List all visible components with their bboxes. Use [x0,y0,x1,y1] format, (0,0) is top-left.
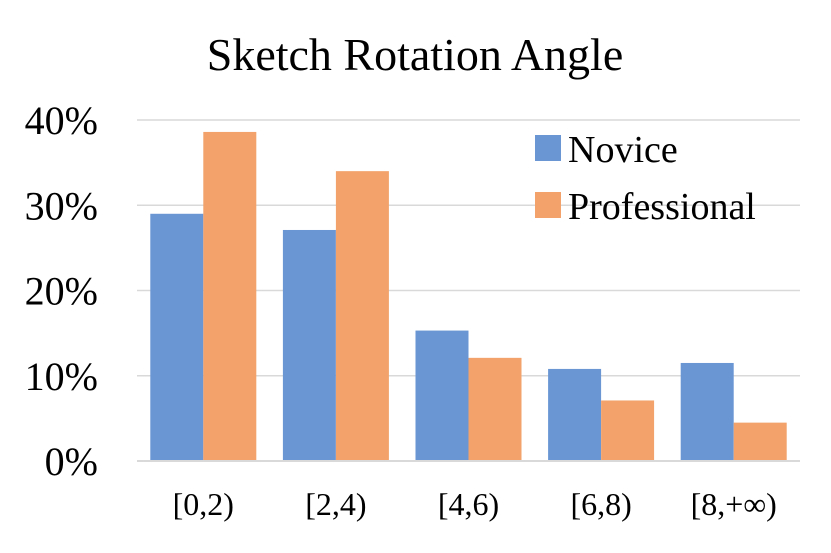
chart-title: Sketch Rotation Angle [207,29,624,80]
bars [150,131,787,461]
x-tick-label: [6,8) [570,486,631,522]
legend-swatch-novice [535,135,561,161]
x-tick-label: [4,6) [438,486,499,522]
legend-swatch-professional [535,192,561,218]
legend-label-novice: Novice [568,129,678,171]
y-tick-label: 0% [45,439,98,484]
legend-label-professional: Professional [568,186,756,228]
legend: Novice Professional [535,129,756,228]
bar-novice-1 [150,213,204,461]
y-tick-label: 10% [25,354,98,399]
bar-professional-4 [601,400,655,461]
x-axis-tick-labels: [0,2) [2,4) [4,6) [6,8) [8,+∞) [173,486,777,522]
y-tick-label: 40% [25,98,98,143]
bar-novice-2 [282,229,336,461]
bar-novice-5 [680,362,734,461]
bar-professional-3 [468,357,522,461]
bar-professional-1 [203,131,257,461]
y-tick-label: 30% [25,183,98,228]
bar-professional-5 [733,422,787,461]
x-tick-label: [2,4) [305,486,366,522]
bar-novice-4 [548,368,602,461]
y-axis-tick-labels: 0% 10% 20% 30% 40% [25,98,98,484]
x-tick-label: [8,+∞) [691,486,777,522]
bar-professional-2 [335,171,389,461]
x-tick-label: [0,2) [173,486,234,522]
bar-novice-3 [415,330,469,461]
y-tick-label: 20% [25,269,98,314]
